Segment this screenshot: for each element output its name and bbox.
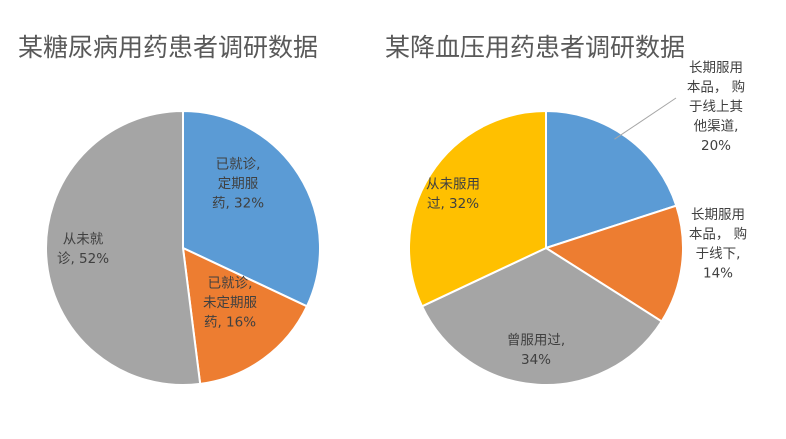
diabetes-slice-label-2: 从未就诊, 52% [57, 231, 109, 266]
hypertension-slice-label-0: 长期服用本品， 购于线上其他渠道, 20% [687, 60, 745, 154]
hypertension-slice-label-2: 曾服用过, 34% [507, 332, 565, 368]
hypertension-leader-line-0 [614, 97, 677, 140]
hypertension-slice-0 [545, 109, 678, 250]
hypertension-slice-label-3: 从未服用过, 32% [426, 176, 480, 212]
hypertension-chart-title: 某降血压用药患者调研数据 [385, 33, 685, 62]
hypertension-pie-labels: 长期服用本品， 购于线上其他渠道, 20% 长期服用本品， 购于线下, 14% 曾服用过… [426, 60, 747, 368]
diabetes-pie [45, 109, 321, 386]
diabetes-slice-label-1: 已就诊,未定期服药, 16% [203, 276, 257, 331]
diabetes-slice-label-0: 已就诊,定期服药, 32% [212, 157, 264, 212]
hypertension-pie [408, 109, 684, 386]
hypertension-slice-1 [543, 204, 684, 323]
hypertension-slice-3 [408, 109, 547, 308]
diabetes-pie-labels: 已就诊,定期服药, 32% 已就诊,未定期服药, 16% 从未就诊, 52% [57, 157, 264, 331]
hypertension-slice-2 [420, 246, 664, 386]
diabetes-slice-2 [45, 109, 202, 386]
hypertension-slice-label-1: 长期服用本品， 购于线下, 14% [689, 207, 747, 281]
diabetes-slice-0 [182, 109, 321, 308]
diabetes-slice-1 [181, 246, 309, 386]
diabetes-chart-title: 某糖尿病用药患者调研数据 [18, 33, 318, 62]
